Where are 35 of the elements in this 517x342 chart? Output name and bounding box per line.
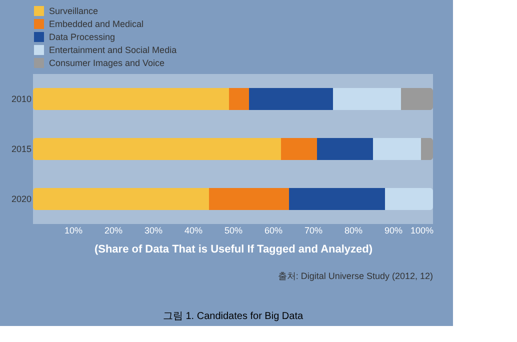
bar bbox=[421, 138, 433, 160]
x-axis-title: (Share of Data That is Useful If Tagged and Analyzed) bbox=[94, 244, 373, 256]
bar bbox=[385, 188, 433, 210]
bar bbox=[249, 88, 333, 110]
bar bbox=[289, 188, 385, 210]
bar bbox=[33, 188, 209, 210]
bar bbox=[33, 88, 229, 110]
x-tick-label: 90% bbox=[384, 226, 403, 236]
legend-label: Consumer Images and Voice bbox=[49, 58, 165, 68]
text: 그림 1. Candidates for Big Data bbox=[162, 311, 304, 322]
bar bbox=[333, 88, 401, 110]
legend-label: Entertainment and Social Media bbox=[49, 45, 177, 55]
x-tick-label: 20% bbox=[104, 226, 123, 236]
bar bbox=[317, 138, 373, 160]
bar bbox=[373, 138, 421, 160]
x-tick-label: 60% bbox=[264, 226, 283, 236]
y-tick-label: 2015 bbox=[11, 144, 32, 154]
x-tick-label: 100% bbox=[410, 226, 434, 236]
bar bbox=[229, 88, 249, 110]
x-tick-label: 10% bbox=[64, 226, 83, 236]
source-note: 출처: Digital Universe Study (2012, 12) bbox=[278, 271, 433, 281]
bar bbox=[209, 188, 289, 210]
x-tick-label: 70% bbox=[304, 226, 323, 236]
bar bbox=[401, 88, 433, 110]
y-tick-label: 2020 bbox=[11, 194, 32, 204]
bar bbox=[33, 138, 281, 160]
legend-label: Surveillance bbox=[49, 6, 98, 16]
x-tick-label: 30% bbox=[144, 226, 163, 236]
x-tick-label: 50% bbox=[224, 226, 243, 236]
bar bbox=[281, 138, 317, 160]
x-tick-label: 40% bbox=[184, 226, 203, 236]
legend-label: Data Processing bbox=[49, 32, 116, 42]
x-tick-label: 80% bbox=[344, 226, 363, 236]
legend-label: Embedded and Medical bbox=[49, 19, 144, 29]
y-tick-label: 2010 bbox=[11, 94, 32, 104]
